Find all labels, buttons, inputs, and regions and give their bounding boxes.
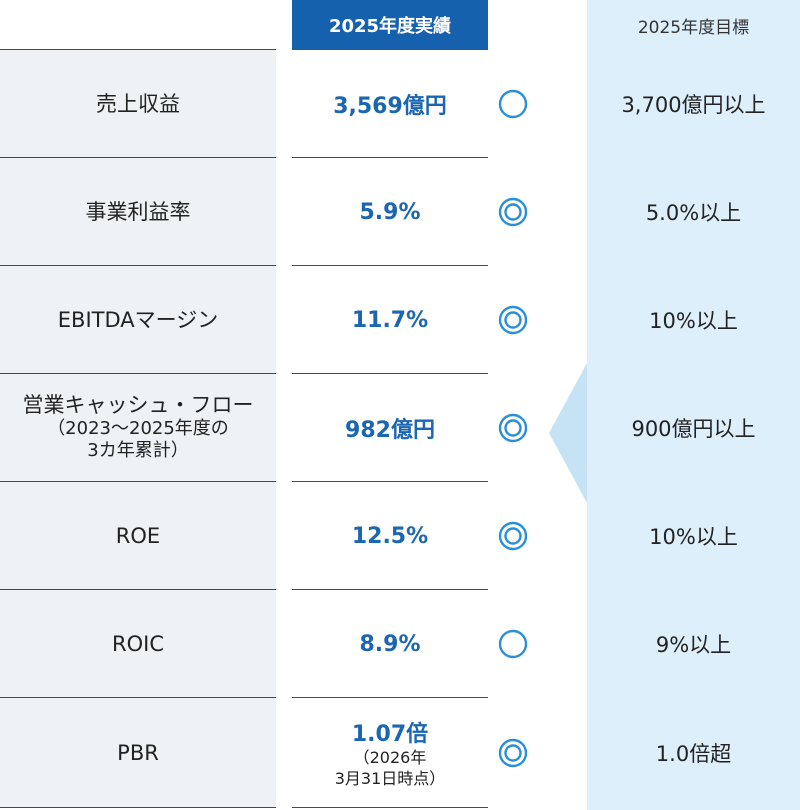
double-circle-icon [498,738,528,768]
row-actual-value: 3,569億円 [333,94,447,119]
target-column-header: 2025年度目標 [637,17,750,38]
row-label-operating-margin: 事業利益率 [0,158,276,266]
row-actual-note: 3月31日時点） [334,769,446,788]
row-label-text: EBITDAマージン [57,307,219,332]
row-target-value: 3,700億円以上 [621,93,766,117]
double-circle-icon [498,413,528,443]
row-divider [292,157,488,158]
row-divider [0,157,276,158]
left-arrow-icon [549,363,587,503]
row-divider [292,697,488,698]
circle-icon [498,629,528,659]
row-actual-roe: 12.5% [292,482,488,590]
row-target-operating-cash-flow: 900億円以上 [587,374,800,482]
row-label-text: 事業利益率 [85,199,191,224]
row-target-roic: 9%以上 [587,590,800,698]
row-actual-value: 12.5% [351,523,429,549]
row-divider [0,49,276,50]
row-label-text: ROIC [112,631,164,656]
circle-icon [498,89,528,119]
row-label-pbr: PBR [0,698,276,808]
double-circle-icon [498,305,528,335]
row-actual-ebitda-margin: 11.7% [292,266,488,374]
row-divider [292,589,488,590]
actual-column-header: 2025年度実績 [292,0,488,50]
row-label-revenue: 売上収益 [0,50,276,158]
row-label-text: 売上収益 [96,91,180,116]
row-label-text: PBR [117,740,159,765]
row-actual-operating-cash-flow: 982億円 [292,374,488,482]
row-divider [0,697,276,698]
row-target-ebitda-margin: 10%以上 [587,266,800,374]
row-label-roe: ROE [0,482,276,590]
row-target-value: 900億円以上 [631,417,756,441]
row-actual-pbr: 1.07倍 （2026年 3月31日時点） [292,698,488,808]
row-actual-value: 5.9% [359,199,421,225]
row-target-value: 5.0%以上 [645,201,742,225]
row-label-subtext: 3カ年累計） [87,440,189,462]
row-label-text: 営業キャッシュ・フロー [22,393,254,418]
row-divider [292,265,488,266]
row-divider [292,373,488,374]
row-actual-roic: 8.9% [292,590,488,698]
row-target-roe: 10%以上 [587,482,800,590]
row-target-value: 10%以上 [649,525,738,549]
row-label-text: ROE [115,523,161,548]
row-target-pbr: 1.0倍超 [587,698,800,808]
double-circle-icon [498,197,528,227]
double-circle-icon [498,521,528,551]
row-actual-revenue: 3,569億円 [292,50,488,158]
row-actual-note: （2026年 [353,748,427,768]
row-divider [0,265,276,266]
row-divider [0,373,276,374]
row-divider [292,807,488,808]
row-actual-operating-margin: 5.9% [292,158,488,266]
row-actual-value: 8.9% [359,631,421,657]
row-label-ebitda-margin: EBITDAマージン [0,266,276,374]
row-divider [292,481,488,482]
row-actual-value: 982億円 [345,418,435,443]
row-divider [0,807,276,808]
row-target-value: 1.0倍超 [655,742,732,766]
row-label-subtext: （2023〜2025年度の [47,417,229,439]
row-actual-value: 11.7% [351,307,429,333]
row-target-revenue: 3,700億円以上 [587,50,800,158]
row-target-value: 10%以上 [649,309,738,333]
row-label-roic: ROIC [0,590,276,698]
row-divider [0,589,276,590]
label-column-background [0,50,276,808]
row-divider [0,481,276,482]
row-label-operating-cash-flow: 営業キャッシュ・フロー （2023〜2025年度の 3カ年累計） [0,374,276,482]
row-actual-value: 1.07倍 [351,722,429,748]
row-target-value: 9%以上 [655,633,732,657]
row-target-operating-margin: 5.0%以上 [587,158,800,266]
target-column-background [587,0,800,810]
